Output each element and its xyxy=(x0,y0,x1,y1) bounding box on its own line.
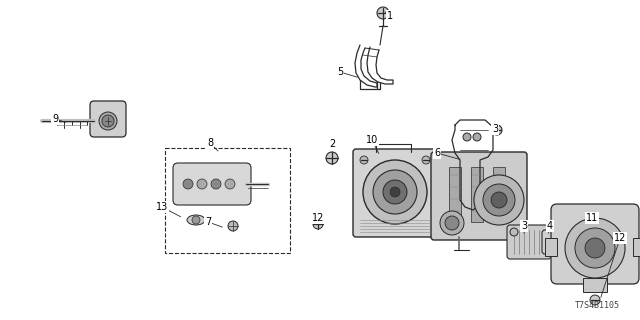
Text: 7: 7 xyxy=(205,217,211,227)
Circle shape xyxy=(510,228,518,236)
Circle shape xyxy=(565,218,625,278)
Circle shape xyxy=(445,216,459,230)
Circle shape xyxy=(377,7,389,19)
Text: T7S4B1105: T7S4B1105 xyxy=(575,300,620,309)
Ellipse shape xyxy=(187,215,205,225)
Circle shape xyxy=(363,160,427,224)
FancyBboxPatch shape xyxy=(507,225,551,259)
FancyBboxPatch shape xyxy=(551,204,639,284)
FancyBboxPatch shape xyxy=(353,149,437,237)
Ellipse shape xyxy=(99,112,117,130)
Text: 1: 1 xyxy=(387,11,393,21)
Text: 12: 12 xyxy=(614,233,626,243)
Circle shape xyxy=(474,175,524,225)
Text: 13: 13 xyxy=(156,202,168,212)
Text: 5: 5 xyxy=(337,67,343,77)
Text: 9: 9 xyxy=(52,114,58,124)
Text: 3: 3 xyxy=(492,124,498,134)
Circle shape xyxy=(491,192,507,208)
Text: 12: 12 xyxy=(312,213,324,223)
Bar xyxy=(165,148,290,253)
Bar xyxy=(471,167,483,222)
Circle shape xyxy=(463,133,471,141)
Bar xyxy=(583,278,607,292)
Circle shape xyxy=(197,179,207,189)
Bar xyxy=(545,238,557,256)
Circle shape xyxy=(183,179,193,189)
Circle shape xyxy=(585,238,605,258)
Text: 4: 4 xyxy=(547,221,553,231)
Circle shape xyxy=(440,211,464,235)
Circle shape xyxy=(102,115,114,127)
Text: 2: 2 xyxy=(329,139,335,149)
Circle shape xyxy=(326,152,338,164)
FancyBboxPatch shape xyxy=(173,163,251,205)
Text: 3: 3 xyxy=(521,221,527,231)
Circle shape xyxy=(360,156,368,164)
Text: 8: 8 xyxy=(207,138,213,148)
FancyBboxPatch shape xyxy=(90,101,126,137)
Bar xyxy=(449,167,461,222)
Circle shape xyxy=(390,187,400,197)
Circle shape xyxy=(383,180,407,204)
Bar xyxy=(493,167,505,222)
FancyBboxPatch shape xyxy=(542,230,566,254)
Circle shape xyxy=(211,179,221,189)
Text: 6: 6 xyxy=(434,148,440,158)
Bar xyxy=(633,238,640,256)
FancyBboxPatch shape xyxy=(431,152,527,240)
Circle shape xyxy=(192,216,200,224)
Circle shape xyxy=(492,125,502,135)
Circle shape xyxy=(575,228,615,268)
Circle shape xyxy=(225,179,235,189)
Circle shape xyxy=(483,184,515,216)
Circle shape xyxy=(373,170,417,214)
Circle shape xyxy=(473,133,481,141)
Circle shape xyxy=(422,156,430,164)
Circle shape xyxy=(313,219,323,229)
Text: 10: 10 xyxy=(366,135,378,145)
Circle shape xyxy=(590,295,600,305)
Text: 11: 11 xyxy=(586,213,598,223)
Circle shape xyxy=(228,221,238,231)
